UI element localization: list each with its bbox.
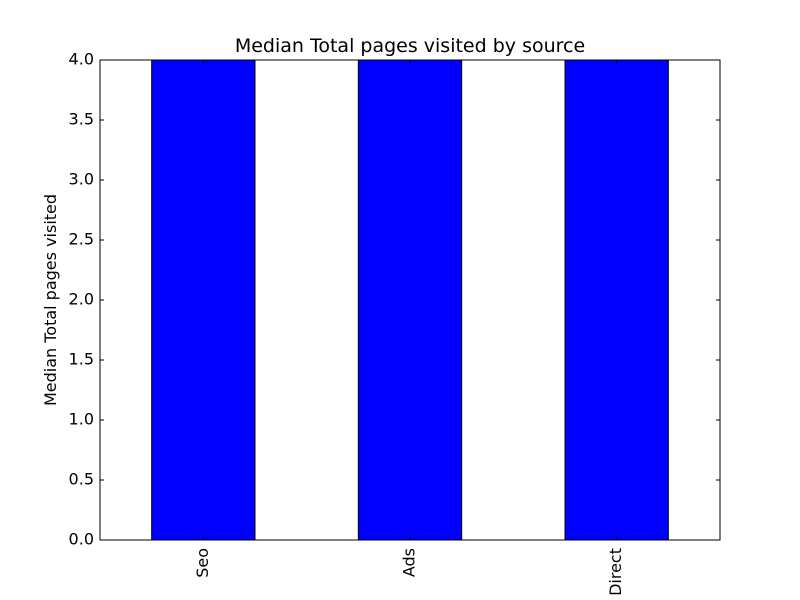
bars-layer [151,59,669,541]
chart-title: Median Total pages visited by source [235,35,585,57]
bar-seo [151,59,256,541]
bar-ads [357,59,463,541]
y-tick-label: 3.5 [69,110,94,129]
y-tick-label: 1.0 [69,410,94,429]
y-tick-label: 1.5 [69,350,94,369]
plot-frame [99,59,721,541]
y-axis-label: Median Total pages visited [41,194,60,406]
y-tick-label: 2.5 [69,230,94,249]
bar-direct [564,59,669,541]
y-tick-label: 3.0 [69,170,94,189]
x-tick-label-direct: Direct [606,548,625,596]
x-tick-label-seo: Seo [193,548,212,578]
y-tick-label: 0.0 [69,530,94,549]
x-tick-label-ads: Ads [400,548,419,577]
y-tick-label: 2.0 [69,290,94,309]
y-tick-label: 4.0 [69,50,94,69]
ticks-layer: Seo Ads Direct 0.0 0.5 1.0 1.5 2.0 2.5 3.0 3.5 4.0 [69,50,720,596]
y-tick-label: 0.5 [69,470,94,489]
